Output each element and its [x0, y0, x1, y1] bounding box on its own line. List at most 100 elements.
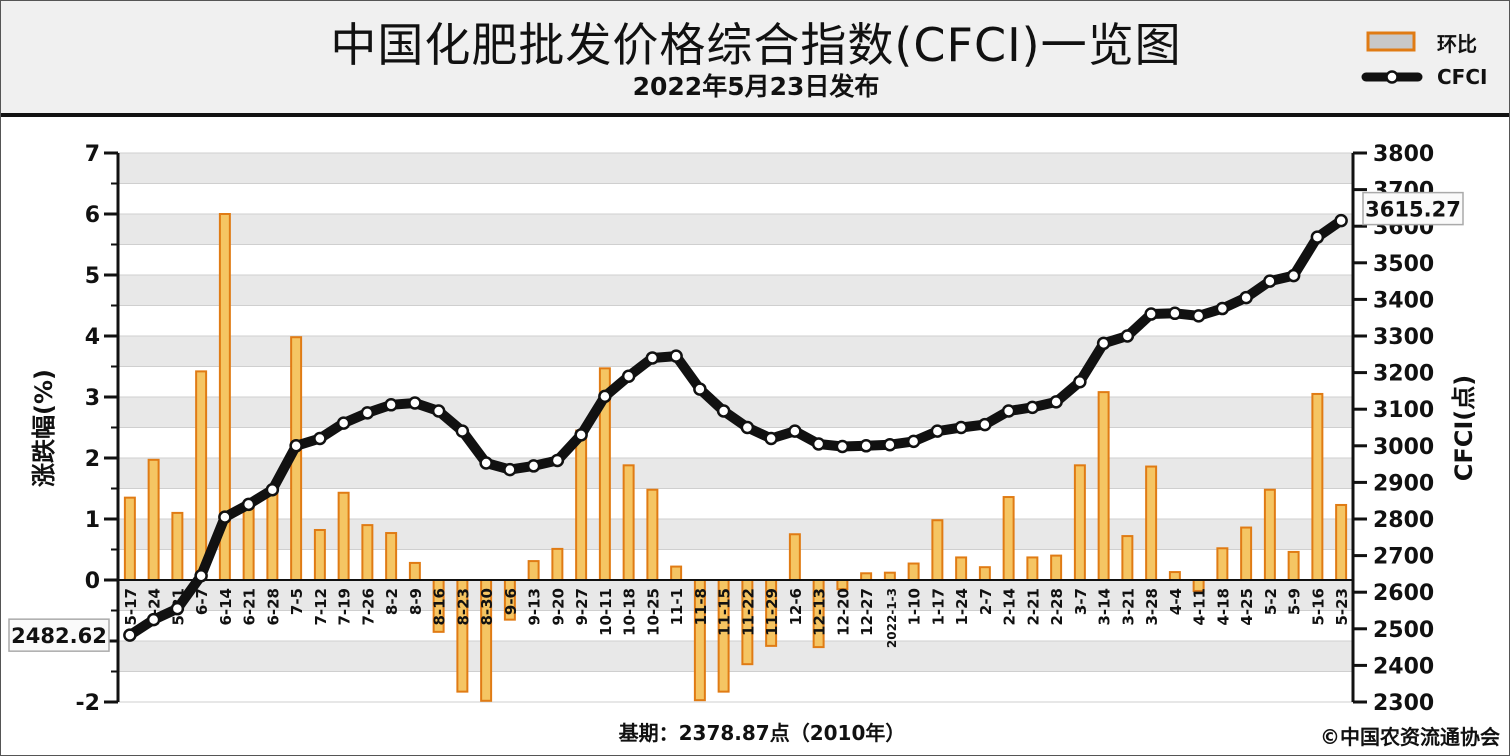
bar-3-21 — [1121, 535, 1134, 582]
left-tick-label: 4 — [85, 325, 100, 350]
x-tick-label: 3-21 — [1119, 588, 1137, 626]
cfci-point-6-21 — [241, 497, 256, 512]
bar-10-18 — [622, 464, 635, 582]
cfci-point-5-2 — [1263, 274, 1277, 288]
left-tick-label: 2 — [85, 447, 100, 472]
cfci-point-1-17 — [930, 424, 945, 438]
right-tick-label: 3400 — [1373, 288, 1434, 313]
bar-7-26 — [361, 524, 374, 581]
copyright-note: ©中国农资流通协会 — [1320, 725, 1500, 749]
cfci-point-5-24 — [146, 612, 161, 627]
x-tick-label: 11-29 — [763, 588, 781, 636]
x-tick-label: 2-7 — [977, 588, 995, 615]
cfci-point-9-13 — [526, 459, 541, 473]
x-tick-label: 2022-1-3 — [885, 588, 899, 648]
right-tick-label: 2300 — [1373, 691, 1434, 716]
cfci-line — [124, 215, 1347, 641]
x-tick-label: 9-13 — [526, 588, 544, 626]
x-tick-label: 12-6 — [787, 588, 805, 626]
bar-9-13 — [527, 560, 540, 582]
cfci-point-5-9 — [1286, 268, 1301, 283]
x-tick-label: 7-12 — [312, 588, 330, 626]
x-tick-label: 9-20 — [549, 588, 567, 626]
cfci-point-8-23 — [455, 424, 470, 438]
bar-11-1 — [670, 565, 683, 582]
x-tick-label: 12-13 — [811, 588, 829, 636]
x-tick-label: 5-2 — [1262, 588, 1280, 615]
x-tick-label: 4-25 — [1238, 588, 1256, 626]
x-tick-label: 11-1 — [668, 588, 686, 626]
end-value-label: 3615.27 — [1365, 198, 1461, 222]
cfci-point-2022-1-3 — [883, 437, 897, 452]
x-tick-label: 9-27 — [573, 588, 591, 626]
chart-title: 中国化肥批发价格综合指数(CFCI)一览图 — [330, 18, 1182, 72]
x-tick-label: 7-5 — [288, 588, 306, 615]
x-tick-label: 12-20 — [834, 588, 852, 636]
plot-band — [118, 458, 1353, 489]
plot-band — [118, 641, 1353, 672]
x-tick-label: 1-17 — [929, 588, 947, 626]
x-tick-label: 11-8 — [692, 588, 710, 626]
bar-6-21 — [242, 505, 255, 581]
cfci-point-1-10 — [906, 434, 921, 449]
bar-7-12 — [313, 528, 326, 581]
bar-5-17 — [123, 496, 136, 581]
x-tick-label: 8-9 — [407, 588, 425, 615]
x-tick-label: 8-23 — [454, 588, 472, 626]
bar-4-25 — [1240, 526, 1253, 581]
x-tick-label: 2-21 — [1024, 588, 1042, 626]
x-tick-label: 5-9 — [1286, 588, 1304, 615]
bar-2-21 — [1026, 556, 1039, 581]
cfci-point-9-20 — [550, 453, 565, 468]
x-tick-label: 1-10 — [906, 588, 924, 626]
cfci-point-11-29 — [764, 431, 778, 446]
bar-6-28 — [266, 488, 279, 581]
x-tick-label: 6-14 — [217, 588, 235, 626]
cfci-point-2-21 — [1025, 400, 1040, 415]
bar-2022-1-3 — [883, 571, 896, 581]
cfci-point-6-7 — [194, 568, 208, 583]
cfci-point-12-6 — [788, 424, 802, 438]
chart-subtitle: 2022年5月23日发布 — [632, 72, 880, 101]
cfci-point-3-21 — [1120, 329, 1135, 343]
legend-line-label: CFCI — [1437, 65, 1487, 89]
right-tick-label: 2600 — [1373, 581, 1434, 606]
bar-8-2 — [385, 532, 398, 582]
cfci-point-2-14 — [1001, 404, 1016, 418]
start-value-box — [8, 618, 110, 652]
cfci-point-11-1 — [669, 349, 683, 363]
cfci-point-5-31 — [170, 601, 185, 616]
legend-line-marker — [1385, 70, 1399, 84]
right-tick-label: 3800 — [1373, 142, 1434, 167]
x-tick-label: 10-11 — [597, 588, 615, 636]
cfci-point-5-23 — [1334, 213, 1348, 228]
left-tick-label: 1 — [85, 508, 100, 533]
cfci-point-11-22 — [740, 420, 755, 435]
plot-band — [118, 275, 1353, 306]
start-value-label: 2482.62 — [11, 624, 107, 648]
bar-9-20 — [551, 547, 564, 582]
bar-4-4 — [1168, 571, 1181, 582]
bar-8-9 — [408, 561, 421, 581]
x-tick-label: 3-14 — [1096, 588, 1114, 626]
plot-band — [118, 153, 1353, 184]
cfci-point-3-14 — [1096, 336, 1111, 351]
cfci-point-2-7 — [978, 417, 992, 432]
right-axis-label: CFCI(点) — [1450, 375, 1478, 482]
cfci-point-2-28 — [1049, 395, 1063, 409]
cfci-point-12-27 — [859, 439, 873, 453]
x-tick-label: 6-21 — [241, 588, 259, 626]
x-tick-label: 8-16 — [431, 588, 449, 626]
cfci-point-1-24 — [954, 420, 968, 435]
x-tick-label: 7-19 — [336, 588, 354, 626]
x-tick-label: 12-27 — [858, 588, 876, 636]
right-tick-label: 2400 — [1373, 654, 1434, 679]
x-tick-label: 5-23 — [1333, 588, 1351, 626]
right-tick-label: 3200 — [1373, 362, 1434, 387]
cfci-point-11-15 — [716, 404, 731, 418]
left-tick-label: 6 — [85, 203, 100, 228]
x-tick-label: 2-28 — [1048, 588, 1066, 626]
right-tick-label: 2900 — [1373, 471, 1434, 496]
x-tick-label: 11-22 — [739, 588, 757, 636]
